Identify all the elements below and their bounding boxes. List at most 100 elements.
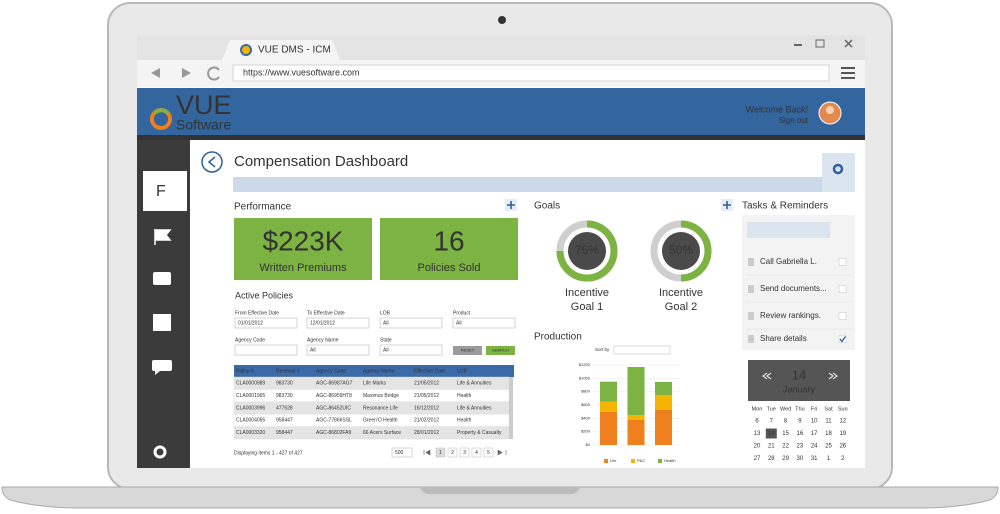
calendar-icon[interactable] — [153, 314, 171, 331]
table-cell: Health — [457, 393, 472, 399]
bar-segment — [655, 410, 672, 445]
filter-button-label: SEARCH — [492, 348, 509, 353]
pager-first[interactable] — [423, 449, 431, 456]
settings-gear — [832, 163, 844, 175]
calendar-prev[interactable] — [762, 372, 772, 380]
forward-button[interactable] — [182, 68, 191, 78]
filter-input[interactable] — [379, 317, 443, 329]
table-column: LOB — [457, 368, 468, 374]
calendar-day[interactable]: 8 — [784, 419, 788, 425]
legend-swatch — [658, 459, 662, 463]
bar-segment — [655, 382, 672, 395]
calendar-day[interactable]: 6 — [755, 419, 759, 425]
back-button[interactable] — [151, 68, 160, 78]
address-bar[interactable] — [232, 64, 830, 82]
filter-value: All — [383, 320, 389, 326]
calendar-day[interactable]: 1 — [827, 456, 831, 462]
bar-segment — [627, 415, 645, 420]
menu-button[interactable] — [841, 67, 855, 79]
reload-button[interactable] — [207, 66, 220, 81]
stat-label: Written Premiums — [259, 262, 347, 274]
sidebar-active-item[interactable] — [143, 171, 187, 211]
calendar-day[interactable]: 7 — [770, 419, 774, 425]
plus-icon — [507, 201, 515, 209]
calendar-day[interactable]: 29 — [782, 456, 789, 462]
calendar-day[interactable]: 22 — [782, 444, 789, 450]
table-cell: AGC-77866SSL — [316, 418, 352, 424]
browser-tab[interactable] — [222, 40, 340, 60]
filter-input[interactable] — [234, 344, 298, 356]
calendar-day[interactable]: 28 — [768, 456, 775, 462]
calendar-day[interactable]: 19 — [839, 431, 846, 437]
goal-name: Incentive Goal 2 — [659, 287, 703, 313]
calendar-day[interactable]: 21 — [768, 444, 775, 450]
filter-input[interactable] — [306, 344, 370, 356]
table-cell: AGC-86987AG7 — [316, 381, 353, 387]
settings-icon[interactable] — [153, 445, 167, 459]
y-tick-label: $0 — [586, 442, 591, 447]
calendar-day[interactable]: 18 — [825, 431, 832, 437]
close-button[interactable] — [844, 39, 853, 48]
task-checkbox[interactable] — [838, 335, 847, 343]
filter-input[interactable] — [452, 317, 516, 329]
maximize-button[interactable] — [815, 39, 825, 48]
filter-value: All — [383, 347, 389, 353]
filter-value: 12/01/2012 — [310, 320, 335, 326]
task-input[interactable] — [747, 222, 830, 238]
pager-page[interactable] — [471, 447, 482, 458]
filter-button[interactable] — [453, 346, 482, 355]
bar-segment — [627, 367, 645, 415]
table-cell: Life Marks — [363, 381, 387, 387]
sign-out[interactable]: Sign out — [779, 116, 809, 125]
calendar-day[interactable]: 11 — [825, 419, 832, 425]
table-cell: Maximus Bridge — [363, 393, 399, 399]
calendar-day[interactable]: 17 — [811, 431, 818, 437]
filter-button[interactable] — [486, 346, 515, 355]
calendar-day[interactable]: 15 — [782, 431, 789, 437]
task-handle — [748, 258, 754, 266]
back-circle[interactable] — [201, 151, 223, 173]
pager-last[interactable] — [497, 449, 507, 456]
active-policies-title: Active Policies — [235, 290, 294, 300]
calendar-day[interactable]: 23 — [797, 444, 804, 450]
weekday: Tue — [767, 406, 776, 412]
task-checkbox[interactable] — [838, 312, 847, 320]
tab-icon — [240, 44, 252, 56]
briefcase-icon[interactable] — [153, 272, 171, 285]
calendar-day[interactable]: 10 — [811, 419, 818, 425]
pager-page[interactable] — [447, 447, 458, 458]
bar-segment — [600, 401, 617, 412]
task-handle — [748, 335, 754, 343]
calendar-day[interactable]: 31 — [811, 456, 818, 462]
calendar-day[interactable]: 14 — [768, 431, 775, 437]
task-handle — [748, 312, 754, 320]
calendar-day[interactable]: 25 — [825, 444, 832, 450]
calendar-next[interactable] — [828, 372, 838, 380]
filter-input[interactable] — [306, 317, 370, 329]
calendar-day[interactable]: 16 — [797, 431, 804, 437]
calendar-day[interactable]: 12 — [839, 419, 846, 425]
page-size-select[interactable] — [391, 447, 413, 458]
calendar-day[interactable]: 30 — [797, 456, 804, 462]
calendar-day[interactable]: 24 — [811, 444, 818, 450]
sort-select[interactable] — [613, 345, 671, 355]
task-checkbox[interactable] — [838, 258, 847, 266]
calendar-day[interactable]: 9 — [798, 419, 802, 425]
calendar-day[interactable]: 27 — [754, 456, 761, 462]
calendar-day[interactable]: 13 — [754, 431, 761, 437]
camera — [498, 16, 506, 24]
welcome-text: Welcome Back! — [746, 104, 808, 114]
task-checkbox[interactable] — [838, 285, 847, 293]
pager-page[interactable] — [483, 447, 494, 458]
calendar-day[interactable]: 20 — [754, 444, 761, 450]
flag-icon[interactable] — [154, 229, 172, 245]
filter-input[interactable] — [379, 344, 443, 356]
filter-label: Agency Name — [307, 337, 339, 343]
pager-page[interactable] — [459, 447, 470, 458]
minimize-button[interactable] — [794, 44, 802, 46]
calendar-day[interactable]: 2 — [841, 456, 845, 462]
chat-icon[interactable] — [152, 360, 172, 375]
calendar-day[interactable]: 26 — [839, 444, 846, 450]
pager-page[interactable] — [435, 447, 446, 458]
filter-input[interactable] — [234, 317, 298, 329]
